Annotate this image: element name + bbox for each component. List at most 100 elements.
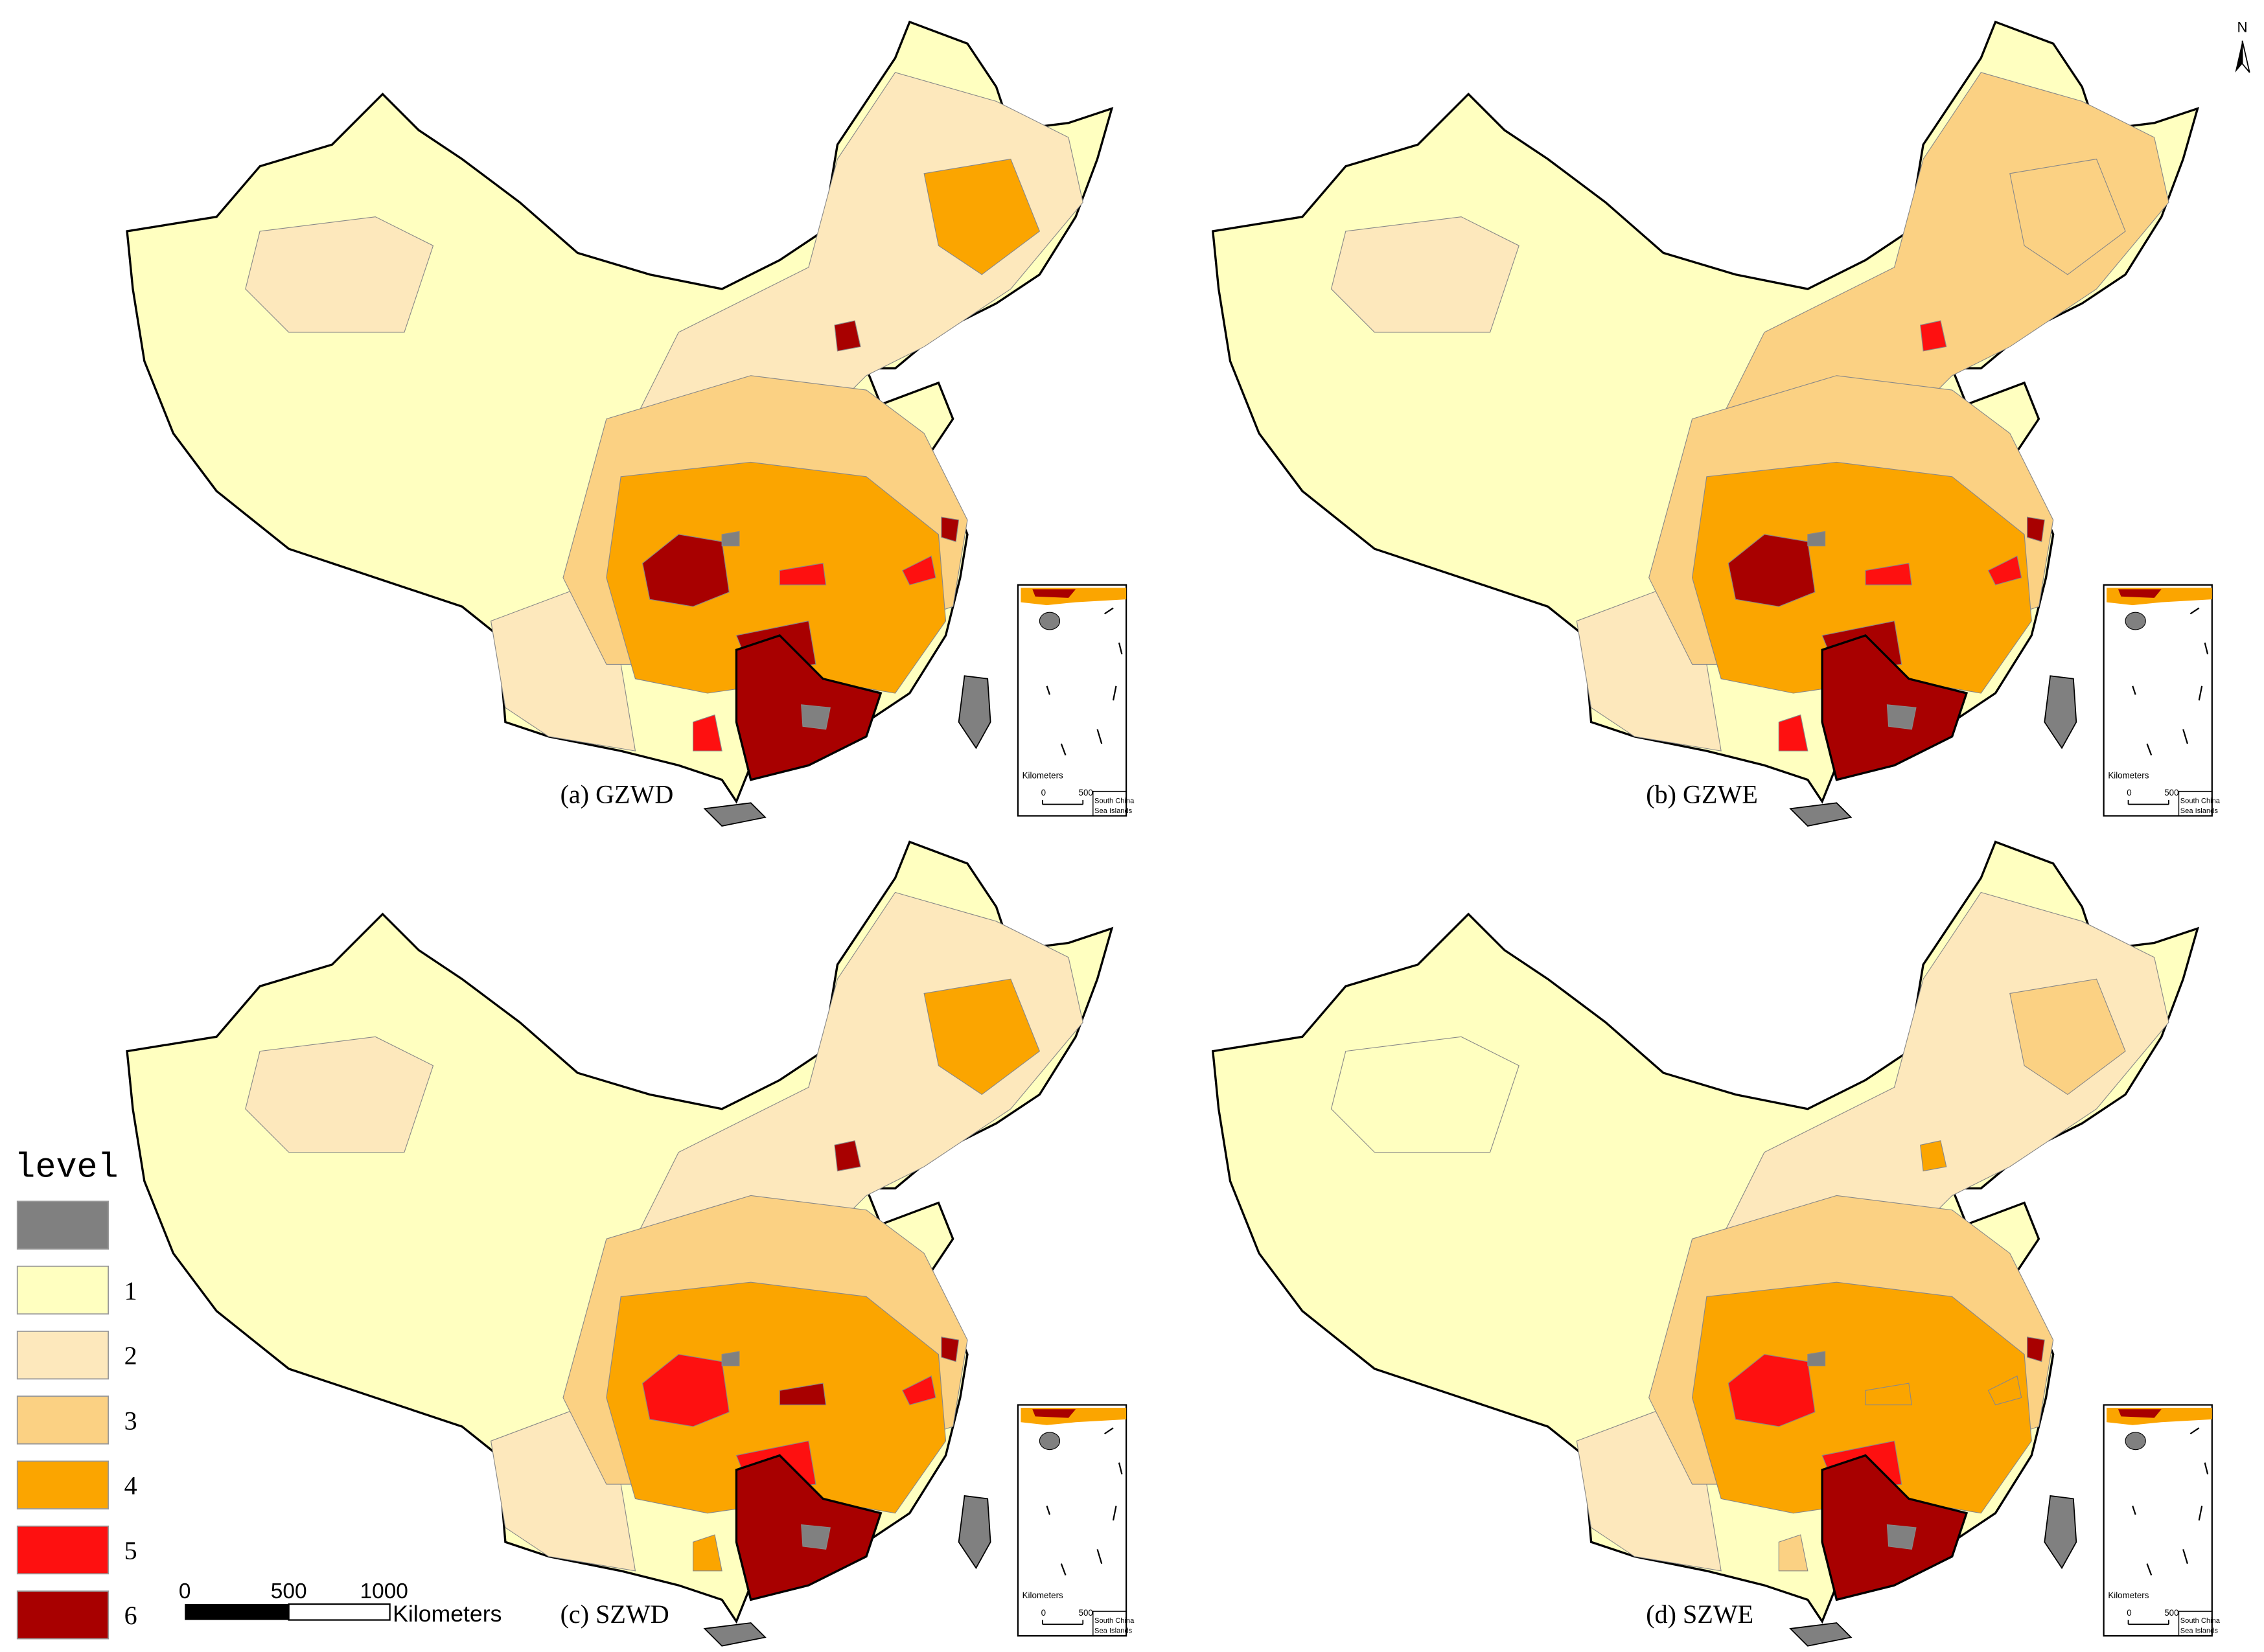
inset-boundary: [1046, 1506, 1051, 1515]
inset-unit: Kilometers: [1022, 1590, 1063, 1600]
region: [2026, 516, 2045, 542]
region: [1807, 1351, 1826, 1366]
inset-tick: 0: [2127, 1608, 2131, 1618]
inset-region-box: [1092, 1611, 1127, 1636]
hainan: [703, 1622, 767, 1647]
legend-swatch: [16, 1265, 110, 1315]
north-arrow: N: [2235, 19, 2250, 73]
guangdong-border: [1821, 1454, 1969, 1601]
region: [1865, 562, 1912, 586]
inset-scale: [1041, 799, 1084, 805]
scale-bar: 0 500 1000 Kilometers: [179, 1579, 502, 1627]
inset-frame: [2103, 1404, 2213, 1637]
guangdong-border: [1821, 634, 1969, 781]
inset-boundary: [1104, 607, 1114, 615]
region: [641, 534, 730, 607]
legend-swatch: [16, 1590, 110, 1640]
legend-label: 2: [124, 1341, 137, 1370]
region: [941, 516, 960, 542]
taiwan: [2044, 1495, 2077, 1570]
region: [2009, 158, 2126, 275]
hainan: [1789, 802, 1853, 827]
region: [834, 1140, 861, 1172]
region: [1987, 555, 2022, 586]
legend-label: 1: [124, 1276, 137, 1305]
region: [1807, 531, 1826, 547]
region: [1330, 1036, 1519, 1153]
inset-boundary: [2132, 1506, 2136, 1515]
inset-hainan: [1039, 612, 1061, 630]
inset-region: South China: [2180, 1617, 2221, 1625]
inset-region: Sea Islands: [1094, 1627, 1133, 1635]
panel-label: (d) SZWE: [1646, 1600, 1753, 1629]
inset-region: Sea Islands: [2180, 1627, 2219, 1635]
inset-boundary: [2132, 685, 2136, 695]
region: [901, 1375, 936, 1406]
panel-label: (a) GZWD: [560, 779, 674, 809]
inset-boundary: [2182, 729, 2188, 744]
inset-region: South China: [2180, 797, 2221, 805]
region: [923, 158, 1041, 275]
inset-boundary: [1046, 685, 1051, 695]
panel-label: (c) SZWD: [560, 1600, 669, 1629]
inset-region: South China: [1094, 797, 1135, 805]
region: [1330, 216, 1519, 333]
region: [1865, 1382, 1912, 1406]
inset-tick: 0: [2127, 788, 2131, 797]
inset-boundary: [2189, 1427, 2200, 1435]
region: [245, 1036, 434, 1153]
inset-boundary: [1060, 743, 1067, 756]
legend-swatch: [16, 1395, 110, 1445]
inset-region: Sea Islands: [2180, 807, 2219, 815]
region: [1886, 1524, 1917, 1550]
legend-label: 4: [124, 1471, 137, 1500]
region: [1886, 704, 1917, 730]
region: [1920, 1140, 1947, 1172]
inset-coast: [2118, 589, 2162, 598]
region: [1727, 1353, 1816, 1427]
taiwan: [958, 675, 991, 750]
inset-scale: [2127, 1620, 2169, 1625]
inset-boundary: [1096, 1549, 1103, 1564]
region: [693, 714, 722, 751]
legend-swatch: [16, 1460, 110, 1509]
north-label: N: [2237, 19, 2248, 35]
region: [779, 1382, 827, 1406]
inset-region-box: [2178, 1611, 2213, 1636]
hainan: [703, 802, 767, 827]
region: [721, 531, 740, 547]
inset-unit: Kilometers: [1022, 770, 1063, 780]
inset-hainan: [2125, 612, 2146, 630]
inset-boundary: [1060, 1563, 1067, 1576]
inset-region-box: [1092, 790, 1127, 817]
legend-title: level: [14, 1148, 118, 1187]
inset-hainan: [2125, 1432, 2146, 1451]
region: [1987, 1375, 2022, 1406]
region: [693, 1534, 722, 1572]
region: [2026, 1337, 2045, 1362]
scale-tick: 500: [271, 1579, 307, 1603]
inset-frame: [2103, 584, 2213, 817]
taiwan: [958, 1495, 991, 1570]
inset-boundary: [1112, 1506, 1117, 1521]
guangdong-border: [735, 1454, 883, 1601]
scale-tick: 1000: [360, 1579, 408, 1603]
inset-boundary: [2182, 1549, 2188, 1564]
inset-tick: 500: [1079, 788, 1093, 797]
inset-region: South China: [1094, 1617, 1135, 1625]
panel-label: (b) GZWE: [1646, 779, 1758, 809]
inset-frame: [1017, 584, 1127, 817]
inset-scale: [1041, 1620, 1084, 1625]
inset-unit: Kilometers: [2108, 770, 2149, 780]
inset-tick: 0: [1041, 788, 1046, 797]
region: [1727, 534, 1816, 607]
inset-unit: Kilometers: [2108, 1590, 2149, 1600]
inset-boundary: [1118, 1462, 1123, 1474]
